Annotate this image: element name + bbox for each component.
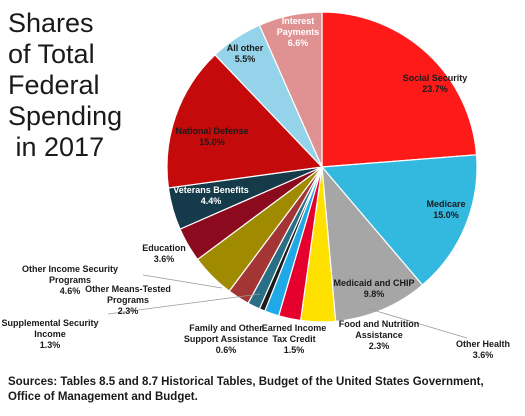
slice-label-line: Tax Credit: [272, 334, 315, 344]
slice-label-interest-payments: Interest Payments 6.6%: [277, 16, 320, 48]
slice-label-line: Food and Nutrition: [339, 319, 419, 329]
slice-label-national-defense: National Defense 15.0%: [175, 126, 248, 147]
slice-percent: 2.3%: [369, 341, 390, 351]
pie-slice-medicare: [320, 154, 478, 286]
slice-label-education: Education 3.6%: [142, 243, 186, 264]
slice-label-line: Programs: [49, 275, 91, 285]
chart-title-line: in 2017: [8, 132, 105, 162]
slice-label-social-security: Social Security 23.7%: [403, 73, 468, 94]
slice-label-other-health: Other Health 3.6%: [456, 339, 510, 360]
slice-label-line: Income: [34, 329, 66, 339]
slice-label-earned-income-tax-credit: Earned Income Tax Credit 1.5%: [262, 323, 327, 355]
slice-percent: 3.6%: [154, 254, 175, 264]
slice-label-all-other: All other 5.5%: [227, 43, 264, 64]
slice-label-line: Earned Income: [262, 323, 327, 333]
slice-label-line: All other: [227, 43, 264, 53]
slice-label-line: Support Assistance: [184, 334, 268, 344]
chart-title: Shares of Total Federal Spending in 2017: [8, 8, 158, 163]
slice-percent: 4.6%: [60, 286, 81, 296]
slice-label-line: National Defense: [175, 126, 248, 136]
slice-label-line: Other Means-Tested: [85, 284, 171, 294]
slice-label-line: Medicaid and CHIP: [333, 278, 414, 288]
slice-label-line: Medicare: [426, 199, 465, 209]
slice-label-veterans-benefits: Veterans Benefits 4.4%: [173, 185, 249, 206]
pie-slice-social-security: [321, 11, 478, 168]
slice-percent: 15.0%: [199, 137, 225, 147]
slice-percent: 1.5%: [284, 345, 305, 355]
chart-title-line: Spending: [8, 101, 123, 131]
chart-title-line: of Total: [8, 39, 95, 69]
slice-percent: 23.7%: [422, 84, 448, 94]
slice-label-line: Assistance: [355, 330, 403, 340]
slice-percent: 2.3%: [118, 306, 139, 316]
slice-label-line: Interest: [282, 16, 315, 26]
slice-label-line: Supplemental Security: [1, 318, 98, 328]
slice-label-food-and-nutrition-assistance: Food and Nutrition Assistance 2.3%: [339, 319, 419, 351]
slice-percent: 9.8%: [364, 289, 385, 299]
leader-line-supplemental-security-income: [107, 293, 261, 315]
slice-label-family-and-other-support-assistance: Family and Other Support Assistance 0.6%: [184, 323, 268, 355]
leader-line-other-health: [365, 307, 468, 339]
slice-label-line: Other Health: [456, 339, 510, 349]
chart-source-note: Sources: Tables 8.5 and 8.7 Historical T…: [8, 376, 484, 403]
slice-label-line: Veterans Benefits: [173, 185, 249, 195]
slice-percent: 6.6%: [288, 38, 309, 48]
slice-label-medicare: Medicare 15.0%: [426, 199, 465, 220]
slice-percent: 15.0%: [433, 210, 459, 220]
slice-percent: 4.4%: [201, 196, 222, 206]
slice-label-other-means-tested-programs: Other Means-Tested Programs 2.3%: [85, 284, 171, 316]
slice-label-medicaid-and-chip: Medicaid and CHIP 9.8%: [333, 278, 414, 299]
slice-label-other-income-security-programs: Other Income Security Programs 4.6%: [22, 264, 118, 296]
slice-label-line: Social Security: [403, 73, 468, 83]
slice-percent: 0.6%: [216, 345, 237, 355]
slice-label-line: Family and Other: [189, 323, 263, 333]
pie-slice-national-defense: [166, 53, 324, 189]
slice-label-line: Other Income Security: [22, 264, 118, 274]
chart-title-line: Federal: [8, 70, 100, 100]
slice-percent: 3.6%: [473, 350, 494, 360]
slice-label-supplemental-security-income: Supplemental Security Income 1.3%: [1, 318, 98, 350]
slice-percent: 1.3%: [40, 340, 61, 350]
pie-slice-medicaid-and-chip: [321, 165, 424, 323]
chart-title-line: Shares: [8, 8, 94, 38]
slice-label-line: Programs: [107, 295, 149, 305]
slice-label-line: Payments: [277, 27, 320, 37]
leader-line-other-income-security-programs: [142, 274, 223, 289]
slice-percent: 5.5%: [235, 54, 256, 64]
slice-label-line: Education: [142, 243, 186, 253]
pie-slice-interest-payments: [258, 11, 323, 168]
